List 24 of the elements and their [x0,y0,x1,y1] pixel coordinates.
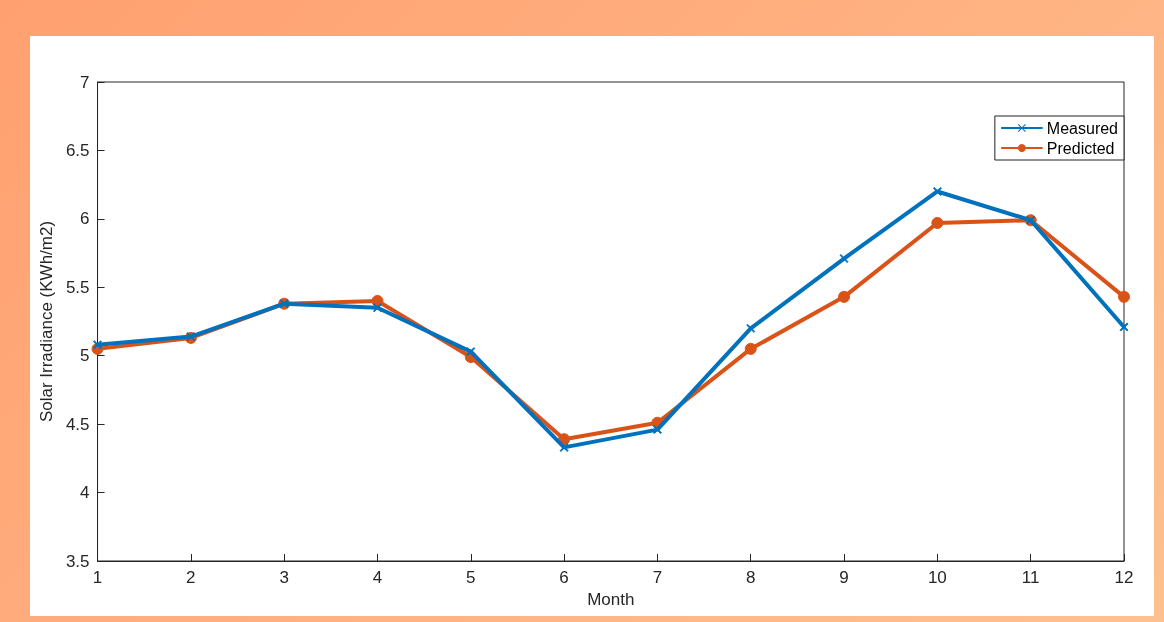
y-tick-label: 3.5 [65,551,90,571]
y-axis-title: Solar Irradiance (KWh/m2) [37,220,56,423]
x-tick-label: 3 [279,568,289,587]
x-tick-label: 8 [746,568,756,587]
y-tick-label: 5 [80,346,90,366]
x-tick-label: 2 [186,568,196,587]
x-tick-label: 4 [372,568,383,587]
x-tick-label: 11 [1021,568,1040,587]
y-tick-label: 6 [80,209,90,229]
x-tick-label: 5 [466,568,476,587]
x-tick-label: 9 [839,568,849,587]
x-tick-label: 6 [559,568,569,587]
y-tick-label: 6.5 [65,140,90,160]
x-tick-label: 7 [652,568,663,587]
y-tick-label: 4 [80,483,90,503]
y-tick-label: 7 [80,72,90,92]
x-axis-title: Month [587,590,635,609]
x-tick-label: 1 [92,568,103,587]
legend-label: Predicted [1046,139,1115,157]
y-tick-label: 4.5 [65,414,90,434]
x-tick-label: 12 [1114,568,1134,587]
legend-label: Measured [1046,119,1119,137]
x-tick-label: 10 [927,568,947,587]
y-tick-label: 5.5 [65,277,90,297]
